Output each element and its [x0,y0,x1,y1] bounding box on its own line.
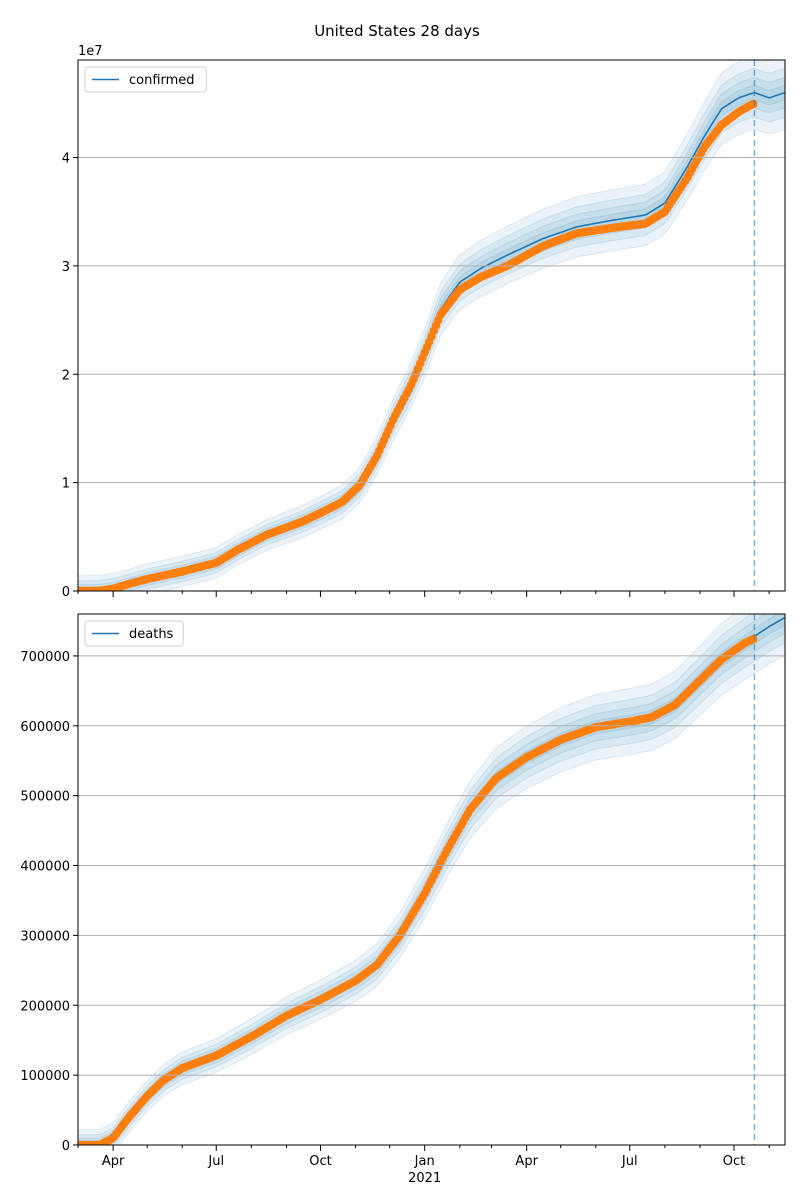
y-tick-label: 300000 [20,929,70,944]
y-tick-label: 4 [62,152,70,167]
y-tick-label: 100000 [20,1069,70,1084]
y-offset-label: 1e7 [78,44,103,59]
y-tick-label: 400000 [20,860,70,875]
uncertainty-band [78,60,785,591]
legend-box [84,66,207,93]
figure-title: United States 28 days [314,22,480,40]
y-tick-label: 0 [62,1139,70,1154]
panel-deaths: 0 100000 200000 300000 400000 500000 600000 700… [20,613,786,1186]
y-tick-label: 2 [62,368,70,383]
y-tick-label: 3 [62,260,70,275]
legend-label: confirmed [129,73,195,88]
y-tick-label: 700000 [20,650,70,665]
axes-frame [77,59,786,592]
data-point [749,634,758,644]
x-tick-label: Oct [723,1154,745,1169]
x-tick-label: Apr [515,1154,538,1169]
plot-area-confirmed [78,60,785,591]
legend-label: deaths [129,627,174,642]
x-year-label: 2021 [408,1171,441,1186]
y-tick-label: 200000 [20,999,70,1014]
x-tick-label: Jul [207,1154,224,1169]
y-tick-label: 500000 [20,790,70,805]
legend-box [84,620,184,647]
x-tick-label: Jan [414,1154,435,1169]
x-tick-label: Oct [309,1154,331,1169]
plot-area-deaths [78,614,785,1145]
axes-frame [77,613,786,1146]
panel-confirmed: 0 1 2 3 4 1e7 confirmed [62,44,786,600]
y-tick-label: 0 [62,585,70,600]
data-point [749,99,758,109]
x-tick-label: Apr [102,1154,125,1169]
y-tick-label: 1 [62,477,70,492]
x-tick-label: Jul [621,1154,638,1169]
observed-points [78,99,758,591]
y-tick-label: 600000 [20,720,70,735]
